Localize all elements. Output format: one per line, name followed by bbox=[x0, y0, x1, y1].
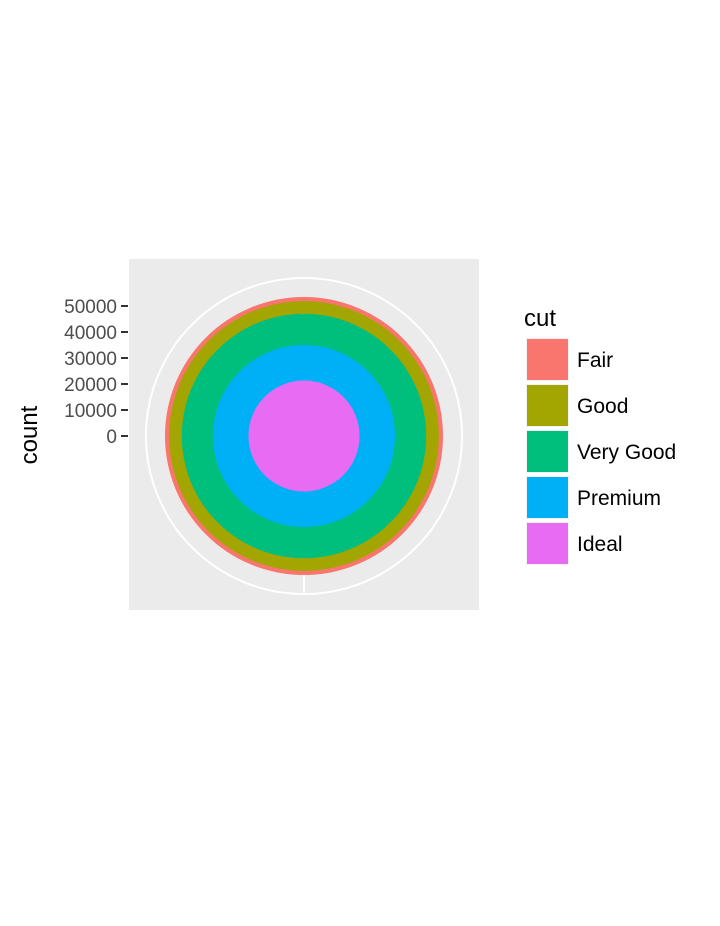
legend-swatch-ideal bbox=[527, 523, 568, 564]
y-axis-title: count bbox=[16, 405, 43, 464]
y-tick-label: 30000 bbox=[64, 349, 117, 370]
legend-label: Very Good bbox=[577, 441, 676, 464]
rings-layer bbox=[165, 297, 443, 575]
legend-swatch-very-good bbox=[527, 431, 568, 472]
legend-label: Good bbox=[577, 395, 628, 418]
legend-label: Ideal bbox=[577, 533, 623, 556]
y-tick-label: 10000 bbox=[64, 401, 117, 422]
legend: cut Fair Good Very Good Premium Ideal bbox=[524, 305, 676, 565]
y-axis: 0 10000 20000 30000 40000 50000 bbox=[64, 297, 128, 448]
y-tick-label: 0 bbox=[106, 427, 117, 448]
y-tick-label: 40000 bbox=[64, 323, 117, 344]
legend-title: cut bbox=[524, 305, 556, 332]
legend-swatch-good bbox=[527, 385, 568, 426]
y-tick-label: 20000 bbox=[64, 375, 117, 396]
legend-label: Premium bbox=[577, 487, 661, 510]
legend-swatch-premium bbox=[527, 477, 568, 518]
legend-swatch-fair bbox=[527, 339, 568, 380]
y-tick-label: 50000 bbox=[64, 297, 117, 318]
legend-label: Fair bbox=[577, 349, 613, 372]
ring-ideal bbox=[248, 380, 360, 492]
grid-layer bbox=[145, 277, 463, 595]
